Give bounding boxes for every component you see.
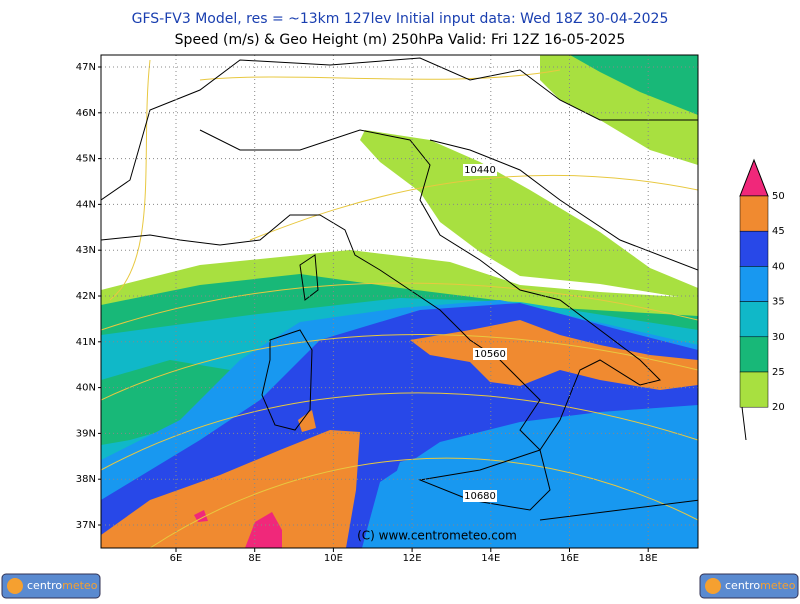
lon-label: 8E — [248, 553, 261, 564]
lat-label: 47N — [76, 62, 96, 73]
contour-label-box — [463, 164, 497, 176]
logo-text-b: meteo — [62, 579, 98, 592]
contour-label: 10680 — [464, 491, 496, 502]
lon-label: 14E — [481, 553, 500, 564]
legend-label: 25 — [772, 367, 785, 378]
legend-label: 30 — [772, 332, 785, 343]
lat-label: 46N — [76, 108, 96, 119]
svg-text:centrometeo: centrometeo — [27, 579, 98, 592]
legend-swatch — [739, 336, 769, 373]
lat-label: 43N — [76, 245, 96, 256]
legend-swatch — [739, 230, 769, 267]
lat-label: 40N — [76, 383, 96, 394]
logo-left: centrometeo — [1, 573, 101, 599]
legend-tail — [741, 406, 747, 441]
lat-label: 45N — [76, 154, 96, 165]
legend-label: 20 — [772, 402, 785, 413]
legend-label: 50 — [772, 191, 785, 202]
map-frame — [100, 54, 699, 549]
copyright: (C) www.centrometeo.com — [357, 529, 517, 543]
logo-text-a: centro — [725, 579, 760, 592]
legend-label: 40 — [772, 261, 785, 272]
axes: 47N 46N 45N 44N 43N 42N 41N 40N 39N 38N 37N 6E 8E 10E… — [76, 62, 658, 564]
lat-label: 44N — [76, 199, 96, 210]
logo-text-b: meteo — [760, 579, 796, 592]
lon-label: 6E — [170, 553, 183, 564]
legend-swatch — [739, 158, 769, 197]
lat-label: 42N — [76, 291, 96, 302]
contour-label: 10560 — [474, 349, 506, 360]
header-line1: GFS-FV3 Model, res = ~13km 127lev Initia… — [132, 11, 669, 27]
legend-swatch — [739, 266, 769, 302]
map-area — [101, 55, 698, 548]
lon-label: 10E — [324, 553, 343, 564]
lon-label: 18E — [639, 553, 658, 564]
logo-right: centrometeo — [699, 573, 799, 599]
header-line2: Speed (m/s) & Geo Height (m) 250hPa Vali… — [175, 32, 626, 48]
lon-label: 12E — [403, 553, 422, 564]
lat-label: 38N — [76, 474, 96, 485]
contour-label-box — [473, 348, 507, 360]
legend-label: 35 — [772, 297, 785, 308]
legend-label: 45 — [772, 226, 785, 237]
lat-label: 39N — [76, 428, 96, 439]
contour-label-box — [463, 490, 497, 502]
legend-swatch — [739, 301, 769, 338]
svg-text:centrometeo: centrometeo — [725, 579, 796, 592]
logo-text-a: centro — [27, 579, 62, 592]
legend-swatch — [739, 195, 769, 232]
lon-label: 16E — [560, 553, 579, 564]
contour-label: 10440 — [464, 165, 496, 176]
lat-label: 41N — [76, 337, 96, 348]
lat-label: 37N — [76, 520, 96, 531]
legend-swatch — [739, 371, 769, 408]
legend: 50 45 40 35 30 25 20 — [739, 158, 785, 441]
